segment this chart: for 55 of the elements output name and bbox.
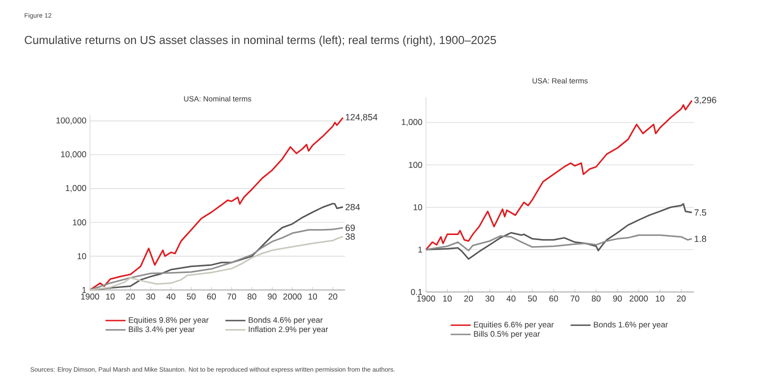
x-tick-label: 20 (328, 294, 338, 300)
y-tick-label: 1 (82, 287, 86, 293)
text: Cumulative returns on US asset classes in nominal terms (left); real terms (right), 1900–2025 (24, 36, 496, 46)
legend-label: Bills 3.4% per year (128, 326, 195, 334)
legend-label: Bills 0.5% per year (474, 330, 540, 338)
x-tick-label: 80 (592, 296, 601, 302)
x-tick-label: 70 (570, 296, 580, 302)
data-label: 7.5 (694, 209, 706, 216)
data-label: 69 (346, 224, 355, 232)
data-label: 284 (346, 204, 360, 210)
x-tick-label: 50 (186, 294, 196, 300)
x-tick-label: 80 (248, 294, 256, 300)
x-tick-label: 20 (464, 296, 473, 302)
x-tick-label: 1900 (81, 294, 100, 300)
legend-label: Inflation 2.9% per year (248, 326, 328, 334)
y-tick-label: 10 (78, 253, 86, 260)
y-tick-label: 1,000 (66, 185, 86, 192)
x-tick-label: 10 (656, 296, 664, 302)
y-tick-label: 1,000 (402, 118, 422, 126)
y-tick-label: 100 (72, 219, 86, 226)
legend-label: Equities 6.6% per year (474, 322, 554, 329)
data-label: 124,854 (346, 114, 378, 122)
y-tick-label: 0.1 (410, 288, 422, 295)
x-tick-label: 90 (268, 294, 277, 300)
x-tick-label: 70 (227, 294, 236, 300)
data-label: 38 (346, 233, 355, 240)
x-tick-label: 30 (485, 296, 494, 302)
x-tick-label: 90 (613, 296, 622, 302)
x-tick-label: 60 (207, 294, 216, 300)
x-tick-label: 50 (528, 296, 537, 302)
x-tick-label: 20 (126, 294, 135, 300)
x-tick-label: 30 (146, 294, 156, 300)
y-tick-label: 100,000 (56, 117, 86, 124)
data-label: 3,296 (694, 96, 716, 104)
line-series (425, 203, 693, 260)
x-tick-label: 40 (166, 294, 176, 300)
x-tick-label: 10 (308, 294, 318, 300)
line-series (89, 116, 344, 291)
x-tick-label: 2000 (630, 296, 648, 302)
x-tick-label: 10 (106, 294, 115, 300)
x-tick-label: 20 (676, 296, 686, 302)
legend-label: Equities 9.8% per year (128, 316, 209, 324)
data-label: 1.8 (694, 236, 706, 242)
line-series (425, 100, 693, 250)
x-tick-label: 1900 (417, 296, 436, 302)
x-tick-label: 60 (549, 296, 558, 302)
y-tick-label: 100 (408, 162, 422, 168)
legend-label: Bonds 4.6% per year (248, 316, 323, 324)
y-tick-label: 10,000 (61, 151, 86, 158)
y-tick-label: 1 (418, 246, 422, 253)
x-tick-label: 2000 (283, 294, 302, 300)
y-tick-label: 10 (414, 204, 422, 210)
legend-label: Bonds 1.6% per year (594, 322, 668, 329)
x-tick-label: 10 (443, 296, 452, 302)
x-tick-label: 40 (506, 296, 516, 302)
